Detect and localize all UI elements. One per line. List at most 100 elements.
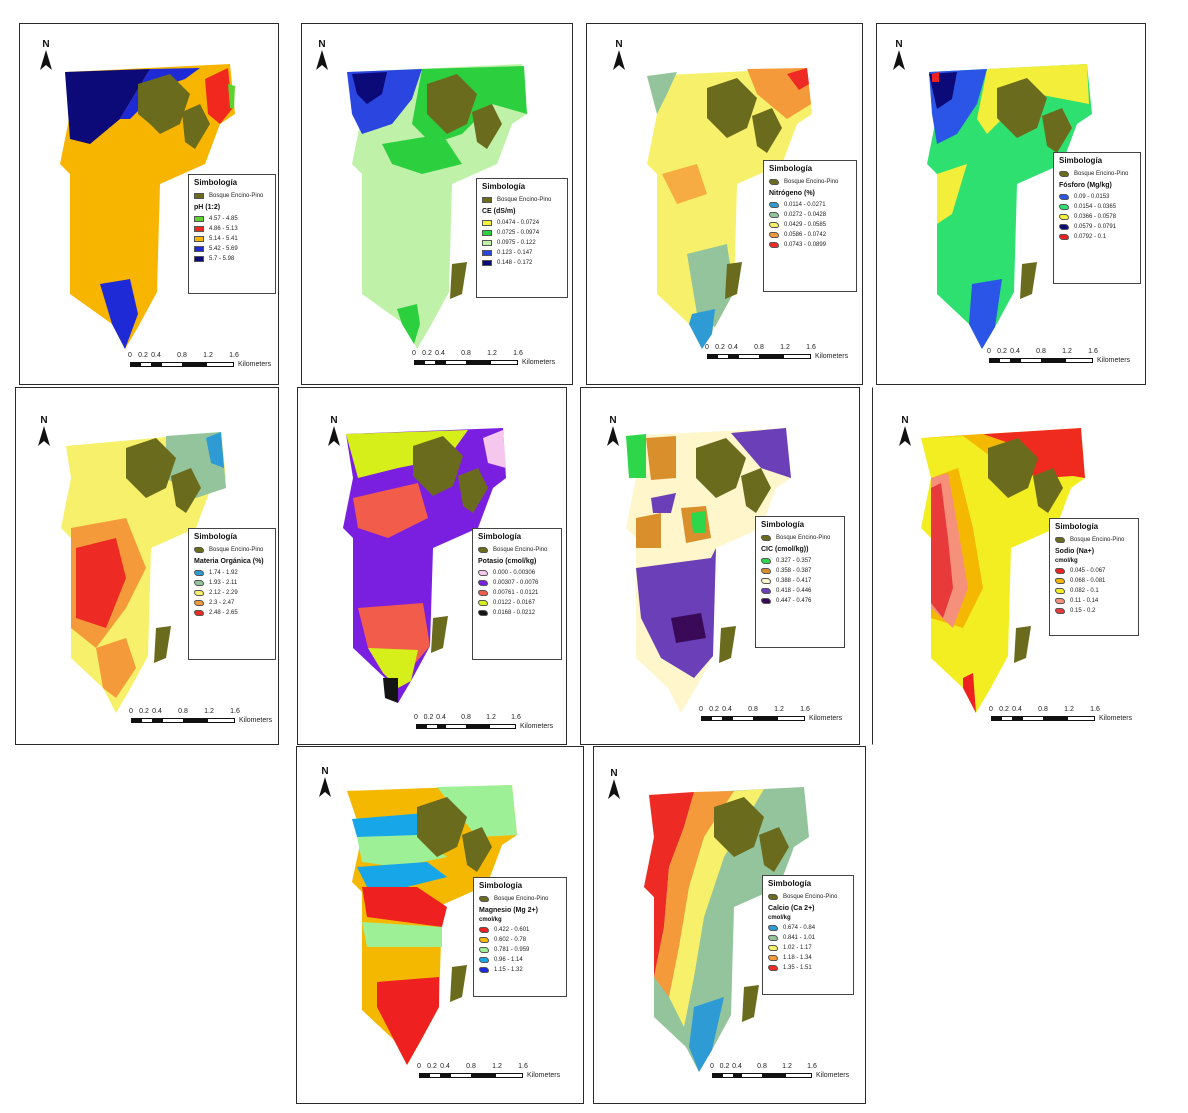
legend: Simbología Bosque Encino-Pino Materia Or… bbox=[188, 528, 276, 660]
north-label: N bbox=[610, 768, 618, 779]
north-arrow-icon: N bbox=[36, 40, 56, 77]
legend-unit: cmol/kg bbox=[479, 917, 502, 923]
north-label: N bbox=[42, 39, 50, 50]
scale-tick-label: 0.2 bbox=[709, 706, 719, 713]
legend-class-label: 1.02 - 1.17 bbox=[783, 945, 812, 951]
legend-swatch bbox=[1059, 194, 1069, 200]
legend-class-row: 0.447 - 0.476 bbox=[761, 596, 839, 606]
legend-class-label: 0.0168 - 0.0212 bbox=[493, 610, 536, 616]
legend-class-label: 0.96 - 1.14 bbox=[494, 957, 523, 963]
legend-forest-label: Bosque Encino-Pino bbox=[783, 894, 838, 900]
legend-variable: Materia Orgánica (%) bbox=[194, 558, 264, 565]
legend-class-row: 0.11 - 0.14 bbox=[1055, 596, 1133, 606]
north-label: N bbox=[318, 39, 326, 50]
scale-tick-label: 0.2 bbox=[427, 1063, 437, 1070]
legend-class-label: 0.422 - 0.601 bbox=[494, 927, 530, 933]
scale-tick-label: 0 bbox=[412, 350, 416, 357]
scale-tick-label: 0.8 bbox=[757, 1063, 767, 1070]
legend: Simbología Bosque Encino-Pino Calcio (Ca… bbox=[762, 875, 854, 995]
scale-bar: 0 0.2 0.4 0.8 1.2 1.6 Kilometers bbox=[710, 1063, 865, 1089]
legend-class-row: 0.15 - 0.2 bbox=[1055, 606, 1133, 616]
legend: Simbología Bosque Encino-Pino Potasio (c… bbox=[472, 528, 562, 660]
scale-tick-label: 0.4 bbox=[728, 344, 738, 351]
scale-tick-label: 0.4 bbox=[440, 1063, 450, 1070]
legend-class-row: 0.0743 - 0.0899 bbox=[769, 240, 851, 250]
legend-class-label: 0.0579 - 0.0791 bbox=[1074, 224, 1117, 230]
scale-tick-label: 0.2 bbox=[999, 706, 1009, 713]
scale-bar: 0 0.2 0.4 0.8 1.2 1.6 Kilometers bbox=[414, 714, 566, 740]
ce-map bbox=[347, 64, 527, 349]
forest-swatch bbox=[482, 197, 492, 203]
magnesio-map bbox=[347, 785, 517, 1065]
north-label: N bbox=[40, 415, 48, 426]
legend-swatch bbox=[768, 945, 778, 951]
legend: Simbología Bosque Encino-Pino Fósforo (M… bbox=[1053, 152, 1141, 284]
scale-tick-label: 0 bbox=[414, 714, 418, 721]
legend-class-row: 4.86 - 5.13 bbox=[194, 224, 270, 234]
scale-tick-label: 0.2 bbox=[719, 1063, 730, 1070]
scale-tick-label: 0.8 bbox=[1036, 348, 1046, 355]
legend-class-row: 0.674 - 0.84 bbox=[768, 923, 848, 933]
scale-tick-label: 0.4 bbox=[722, 706, 732, 713]
legend-class-label: 0.15 - 0.2 bbox=[1070, 608, 1096, 614]
legend-forest-label: Bosque Encino-Pino bbox=[209, 547, 264, 553]
scale-tick-label: 0.2 bbox=[139, 708, 149, 715]
scale-tick-label: 0.4 bbox=[435, 350, 445, 357]
scale-unit: Kilometers bbox=[239, 717, 273, 724]
scale-bar: 0 0.2 0.4 0.8 1.2 1.6 Kilometers bbox=[987, 348, 1145, 374]
scale-tick-label: 1.6 bbox=[511, 714, 521, 721]
legend-class-row: 0.0725 - 0.0974 bbox=[482, 228, 562, 238]
legend-swatch bbox=[769, 222, 779, 228]
cic-map bbox=[626, 428, 791, 713]
legend-class-row: 5.14 - 5.41 bbox=[194, 234, 270, 244]
legend-unit: cmol/kg bbox=[768, 915, 791, 921]
legend-class-row: 0.388 - 0.417 bbox=[761, 576, 839, 586]
legend-class-row: 0.0366 - 0.0578 bbox=[1059, 212, 1135, 222]
legend-forest-label: Bosque Encino-Pino bbox=[497, 197, 552, 203]
legend-swatch bbox=[479, 957, 489, 963]
scale-tick-label: 1.2 bbox=[486, 714, 496, 721]
scale-tick-label: 1.6 bbox=[229, 352, 239, 359]
north-label: N bbox=[330, 415, 338, 426]
scale-tick-label: 1.6 bbox=[230, 708, 240, 715]
legend-class-row: 1.18 - 1.34 bbox=[768, 953, 848, 963]
scale-tick-label: 0.8 bbox=[1038, 706, 1048, 713]
scale-tick-label: 0.8 bbox=[461, 714, 471, 721]
legend-forest-label: Bosque Encino-Pino bbox=[1074, 171, 1129, 177]
legend-class-label: 0.0725 - 0.0974 bbox=[497, 230, 540, 236]
map-panel-cic: N Simbología Bosque Encino-Pino CIC (cmo… bbox=[580, 387, 860, 745]
legend-swatch bbox=[194, 590, 204, 596]
legend-class-row: 1.93 - 2.11 bbox=[194, 578, 270, 588]
legend-class-label: 4.86 - 5.13 bbox=[209, 226, 238, 232]
scale-bar: 0 0.2 0.4 0.8 1.2 1.6 Kilometers bbox=[128, 352, 278, 378]
legend-unit: cmol/kg bbox=[1055, 558, 1078, 564]
legend-class-row: 0.000 - 0.00306 bbox=[478, 568, 556, 578]
legend-swatch bbox=[768, 925, 778, 931]
legend-swatch bbox=[479, 937, 489, 943]
map-panel-calcio: N Simbología Bosque Encino-Pino Calcio (… bbox=[593, 746, 866, 1104]
scale-tick-label: 1.6 bbox=[806, 344, 816, 351]
legend-swatch bbox=[1059, 204, 1069, 210]
scale-tick-label: 1.6 bbox=[807, 1063, 817, 1070]
legend-class-label: 0.0272 - 0.0428 bbox=[784, 212, 827, 218]
legend-swatch bbox=[1055, 598, 1065, 604]
legend-title: Simbología bbox=[768, 879, 812, 888]
legend-class-row: 1.02 - 1.17 bbox=[768, 943, 848, 953]
legend-class-label: 1.93 - 2.11 bbox=[209, 580, 238, 586]
scale-unit: Kilometers bbox=[816, 1072, 850, 1079]
scale-tick-label: 1.6 bbox=[1088, 348, 1098, 355]
legend-class-row: 0.082 - 0.1 bbox=[1055, 586, 1133, 596]
legend-class-label: 0.841 - 1.01 bbox=[783, 935, 816, 941]
legend-swatch bbox=[482, 230, 492, 236]
north-label: N bbox=[321, 766, 329, 777]
scale-tick-label: 0 bbox=[699, 706, 703, 713]
legend-title: Simbología bbox=[1059, 156, 1103, 165]
scale-tick-label: 1.2 bbox=[204, 708, 214, 715]
legend-class-label: 2.12 - 2.29 bbox=[209, 590, 238, 596]
legend: Simbología Bosque Encino-Pino Magnesio (… bbox=[473, 877, 567, 997]
legend-class-label: 0.082 - 0.1 bbox=[1070, 588, 1099, 594]
scale-tick-label: 0 bbox=[129, 708, 133, 715]
legend-class-row: 0.0975 - 0.122 bbox=[482, 238, 562, 248]
legend-class-label: 0.327 - 0.357 bbox=[776, 558, 812, 564]
scale-tick-label: 1.6 bbox=[1090, 706, 1100, 713]
